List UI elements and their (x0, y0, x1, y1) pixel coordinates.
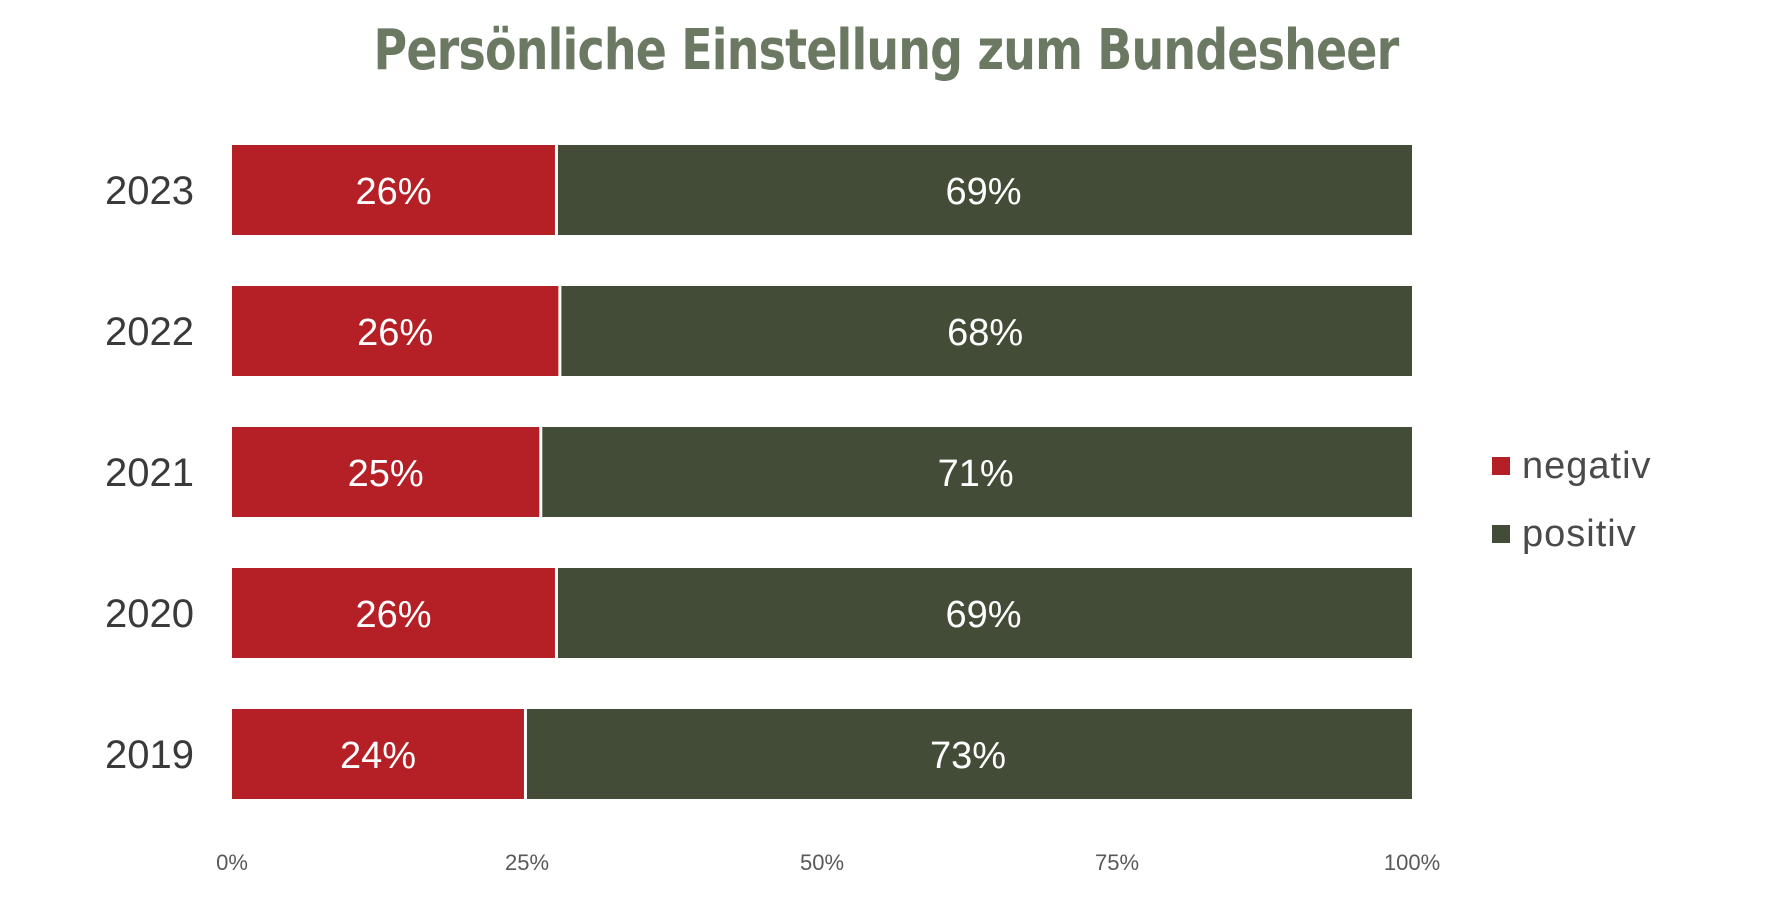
bar-positiv-2019 (526, 709, 1412, 799)
data-label-negativ-2023: 26% (355, 171, 431, 213)
bar-negativ-2019 (232, 709, 524, 799)
legend-label-positiv: positiv (1522, 512, 1637, 555)
x-tick-label-4: 100% (1384, 850, 1440, 875)
y-axis-label-2019: 2019 (105, 733, 194, 777)
y-axis-label-2023: 2023 (105, 169, 194, 213)
legend: negativ positiv (1492, 432, 1652, 568)
data-label-negativ-2022: 26% (357, 312, 433, 354)
data-label-positiv-2021: 71% (938, 453, 1014, 495)
bar-positiv-2021 (542, 427, 1412, 517)
legend-swatch-positiv (1492, 525, 1510, 543)
y-axis-label-2022: 2022 (105, 310, 194, 354)
chart-title: Persönliche Einstellung zum Bundesheer (373, 18, 1400, 83)
legend-label-negativ: negativ (1522, 444, 1652, 487)
x-tick-label-3: 75% (1095, 850, 1139, 875)
data-label-positiv-2023: 69% (945, 171, 1021, 213)
legend-item-positiv: positiv (1492, 500, 1652, 568)
bar-negativ-2023 (232, 145, 555, 235)
bar-negativ-2022 (232, 286, 559, 376)
x-tick-label-1: 25% (505, 850, 549, 875)
x-tick-label-2: 50% (800, 850, 844, 875)
data-label-negativ-2020: 26% (355, 594, 431, 636)
data-label-negativ-2021: 25% (348, 453, 424, 495)
data-label-positiv-2020: 69% (945, 594, 1021, 636)
data-label-positiv-2022: 68% (947, 312, 1023, 354)
x-tick-label-0: 0% (216, 850, 248, 875)
legend-item-negativ: negativ (1492, 432, 1652, 500)
data-label-negativ-2019: 24% (340, 735, 416, 777)
legend-swatch-negativ (1492, 457, 1510, 475)
y-axis-label-2021: 2021 (105, 451, 194, 495)
bar-positiv-2020 (557, 568, 1412, 658)
bar-negativ-2021 (232, 427, 540, 517)
bar-negativ-2020 (232, 568, 555, 658)
data-label-positiv-2019: 73% (930, 735, 1006, 777)
bar-positiv-2022 (561, 286, 1412, 376)
bar-positiv-2023 (557, 145, 1412, 235)
y-axis-label-2020: 2020 (105, 592, 194, 636)
